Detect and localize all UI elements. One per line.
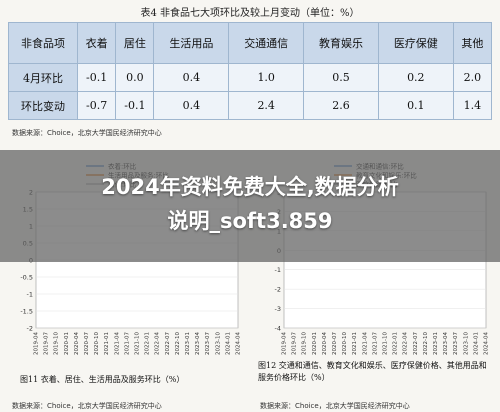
header-cell: 居住 [115,22,155,64]
table-cell: 1.0 [228,63,305,92]
x-tick-label: 2021-10 [135,332,141,355]
table-cell: 2.6 [303,91,379,120]
x-tick-label: 2020-07 [84,332,90,355]
x-tick-label: 2022-10 [423,332,429,355]
table-row: 4月环比 -0.1 0.0 0.4 1.0 0.5 0.2 2.0 [8,63,493,92]
x-tick-label: 2024-01 [473,332,479,355]
x-tick-label: 2022-04 [155,332,161,355]
x-tick-label: 2019-04 [282,332,288,355]
y-tick-label: -1.5 [20,308,33,316]
x-tick-label: 2020-10 [342,332,348,355]
table-cell: 0.5 [303,63,379,92]
table-header-row: 非食品项 衣着 居住 生活用品 交通通信 教育娱乐 医疗保健 其他 [8,22,493,64]
table-cell: 0.4 [153,63,230,92]
x-tick-label: 2024-01 [225,332,231,355]
x-tick-label: 2020-01 [312,332,318,355]
x-tick-label: 2023-07 [453,332,459,355]
table-source: 数据来源：Choice，北京大学国民经济研究中心 [12,129,162,137]
table-cell: 1.4 [452,91,493,120]
x-tick-label: 2022-04 [403,332,409,355]
x-tick-label: 2021-10 [383,332,389,355]
x-tick-label: 2022-07 [413,332,419,355]
table-cell: 2.0 [452,63,493,92]
table-cell: 0.1 [377,91,454,120]
x-tick-label: 2020-04 [74,332,80,355]
y-tick-label: -1 [27,291,33,299]
y-tick-label: -1 [275,266,281,274]
watermark-text: 2024年资料免费大全,数据分析 说明_soft3.859 [0,170,500,238]
x-tick-label: 2021-07 [372,332,378,355]
y-tick-label: -3 [275,305,281,313]
x-tick-label: 2019-07 [44,332,50,355]
row-label: 4月环比 [8,63,78,92]
watermark-banner [0,150,500,262]
x-tick-label: 2019-10 [54,332,60,355]
table-cell: -0.1 [76,63,117,92]
watermark-line-2: 说明_soft3.859 [167,209,333,233]
x-tick-label: 2021-04 [114,332,120,355]
x-tick-label: 2021-04 [362,332,368,355]
nonfood-table: 非食品项 衣着 居住 生活用品 交通通信 教育娱乐 医疗保健 其他 4月环比 -… [8,22,493,120]
figure-11-caption: 图11 衣着、居住、生活用品及服务环比（%） [20,375,185,384]
x-tick-label: 2021-07 [124,332,130,355]
x-tick-label: 2023-01 [433,332,439,355]
x-tick-label: 2023-10 [215,332,221,355]
header-cell: 交通通信 [228,22,305,64]
x-tick-label: 2021-01 [104,332,110,355]
y-tick-label: -2 [27,325,33,333]
table-cell: 0.0 [115,63,155,92]
header-cell: 其他 [452,22,493,64]
x-tick-label: 2020-07 [332,332,338,355]
x-tick-label: 2023-01 [185,332,191,355]
table-caption: 表4 非食品七大项环比及较上月变动（单位：%） [140,8,360,19]
x-tick-label: 2021-01 [352,332,358,355]
x-tick-label: 2024-04 [484,332,490,355]
header-cell: 衣着 [76,22,117,64]
x-tick-label: 2022-01 [145,332,151,355]
watermark-line-1: 2024年资料免费大全,数据分析 [101,175,399,199]
x-tick-label: 2019-07 [292,332,298,355]
header-cell: 非食品项 [8,22,78,64]
table-cell: 0.4 [153,91,230,120]
x-tick-label: 2023-10 [463,332,469,355]
table-cell: -0.1 [115,91,155,120]
figure-12-source: 数据来源：Choice，北京大学国民经济研究中心 [260,402,410,410]
x-tick-label: 2022-10 [175,332,181,355]
x-tick-label: 2023-07 [205,332,211,355]
y-tick-label: -4 [275,325,281,333]
table-row: 环比变动 -0.7 -0.1 0.4 2.4 2.6 0.1 1.4 [8,91,493,120]
x-tick-label: 2019-10 [302,332,308,355]
x-tick-label: 2024-04 [236,332,242,355]
y-tick-label: -0.5 [20,274,33,282]
header-cell: 生活用品 [153,22,230,64]
table-cell: 0.2 [377,63,454,92]
header-cell: 教育娱乐 [303,22,379,64]
table-cell: 2.4 [228,91,305,120]
x-tick-label: 2020-10 [94,332,100,355]
x-tick-label: 2023-04 [195,332,201,355]
x-tick-label: 2020-01 [64,332,70,355]
x-tick-label: 2022-01 [393,332,399,355]
x-tick-label: 2019-04 [34,332,40,355]
x-tick-label: 2020-04 [322,332,328,355]
header-cell: 医疗保健 [377,22,454,64]
x-tick-label: 2023-04 [443,332,449,355]
x-tick-label: 2022-07 [165,332,171,355]
row-label: 环比变动 [8,91,78,120]
figure-11-source: 数据来源：Choice，北京大学国民经济研究中心 [12,402,162,410]
figure-12-caption: 图12 交通和通信、教育文化和娱乐、医疗保健价格、其他用品和服务价格环比（%） [258,361,487,382]
table-cell: -0.7 [76,91,117,120]
y-tick-label: -2 [275,286,281,294]
